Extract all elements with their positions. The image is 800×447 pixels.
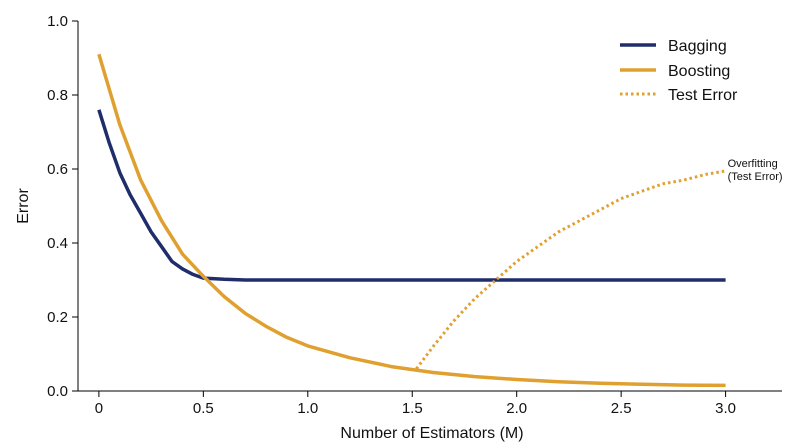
y-tick-label: 1.0 (47, 13, 68, 30)
legend: Bagging Boosting Test Error (620, 38, 738, 104)
x-tick-label: 0 (95, 400, 103, 417)
y-tick-label: 0.2 (47, 309, 68, 326)
series-line-boosting (97, 53, 726, 388)
x-tick-label: 0.5 (193, 400, 214, 417)
series-line-bagging (97, 109, 726, 282)
x-tick-label: 1.5 (402, 400, 423, 417)
overfitting-annotation: Overfitting (Test Error) (728, 158, 783, 183)
y-ticks: 0.0 0.2 0.4 0.6 0.8 1.0 (47, 13, 78, 400)
legend-label-boosting: Boosting (668, 63, 730, 80)
annotation-line-2: (Test Error) (728, 171, 783, 183)
x-tick-label: 3.0 (715, 400, 736, 417)
x-axis-title: Number of Estimators (M) (340, 425, 523, 442)
series-layer (97, 53, 726, 388)
x-tick-label: 2.0 (506, 400, 527, 417)
y-tick-label: 0.4 (47, 235, 68, 252)
series-line-test-error (415, 169, 726, 370)
x-tick-label: 1.0 (297, 400, 318, 417)
axes (77, 21, 782, 392)
annotation-line-1: Overfitting (728, 158, 778, 170)
y-tick-label: 0.6 (47, 161, 68, 178)
y-tick-label: 0.8 (47, 87, 68, 104)
x-ticks: 0 0.5 1.0 1.5 2.0 2.5 3.0 (95, 391, 736, 417)
legend-label-test-error: Test Error (668, 87, 738, 104)
y-tick-label: 0.0 (47, 383, 68, 400)
y-axis-title: Error (15, 188, 32, 224)
x-tick-label: 2.5 (611, 400, 632, 417)
legend-label-bagging: Bagging (668, 38, 727, 55)
